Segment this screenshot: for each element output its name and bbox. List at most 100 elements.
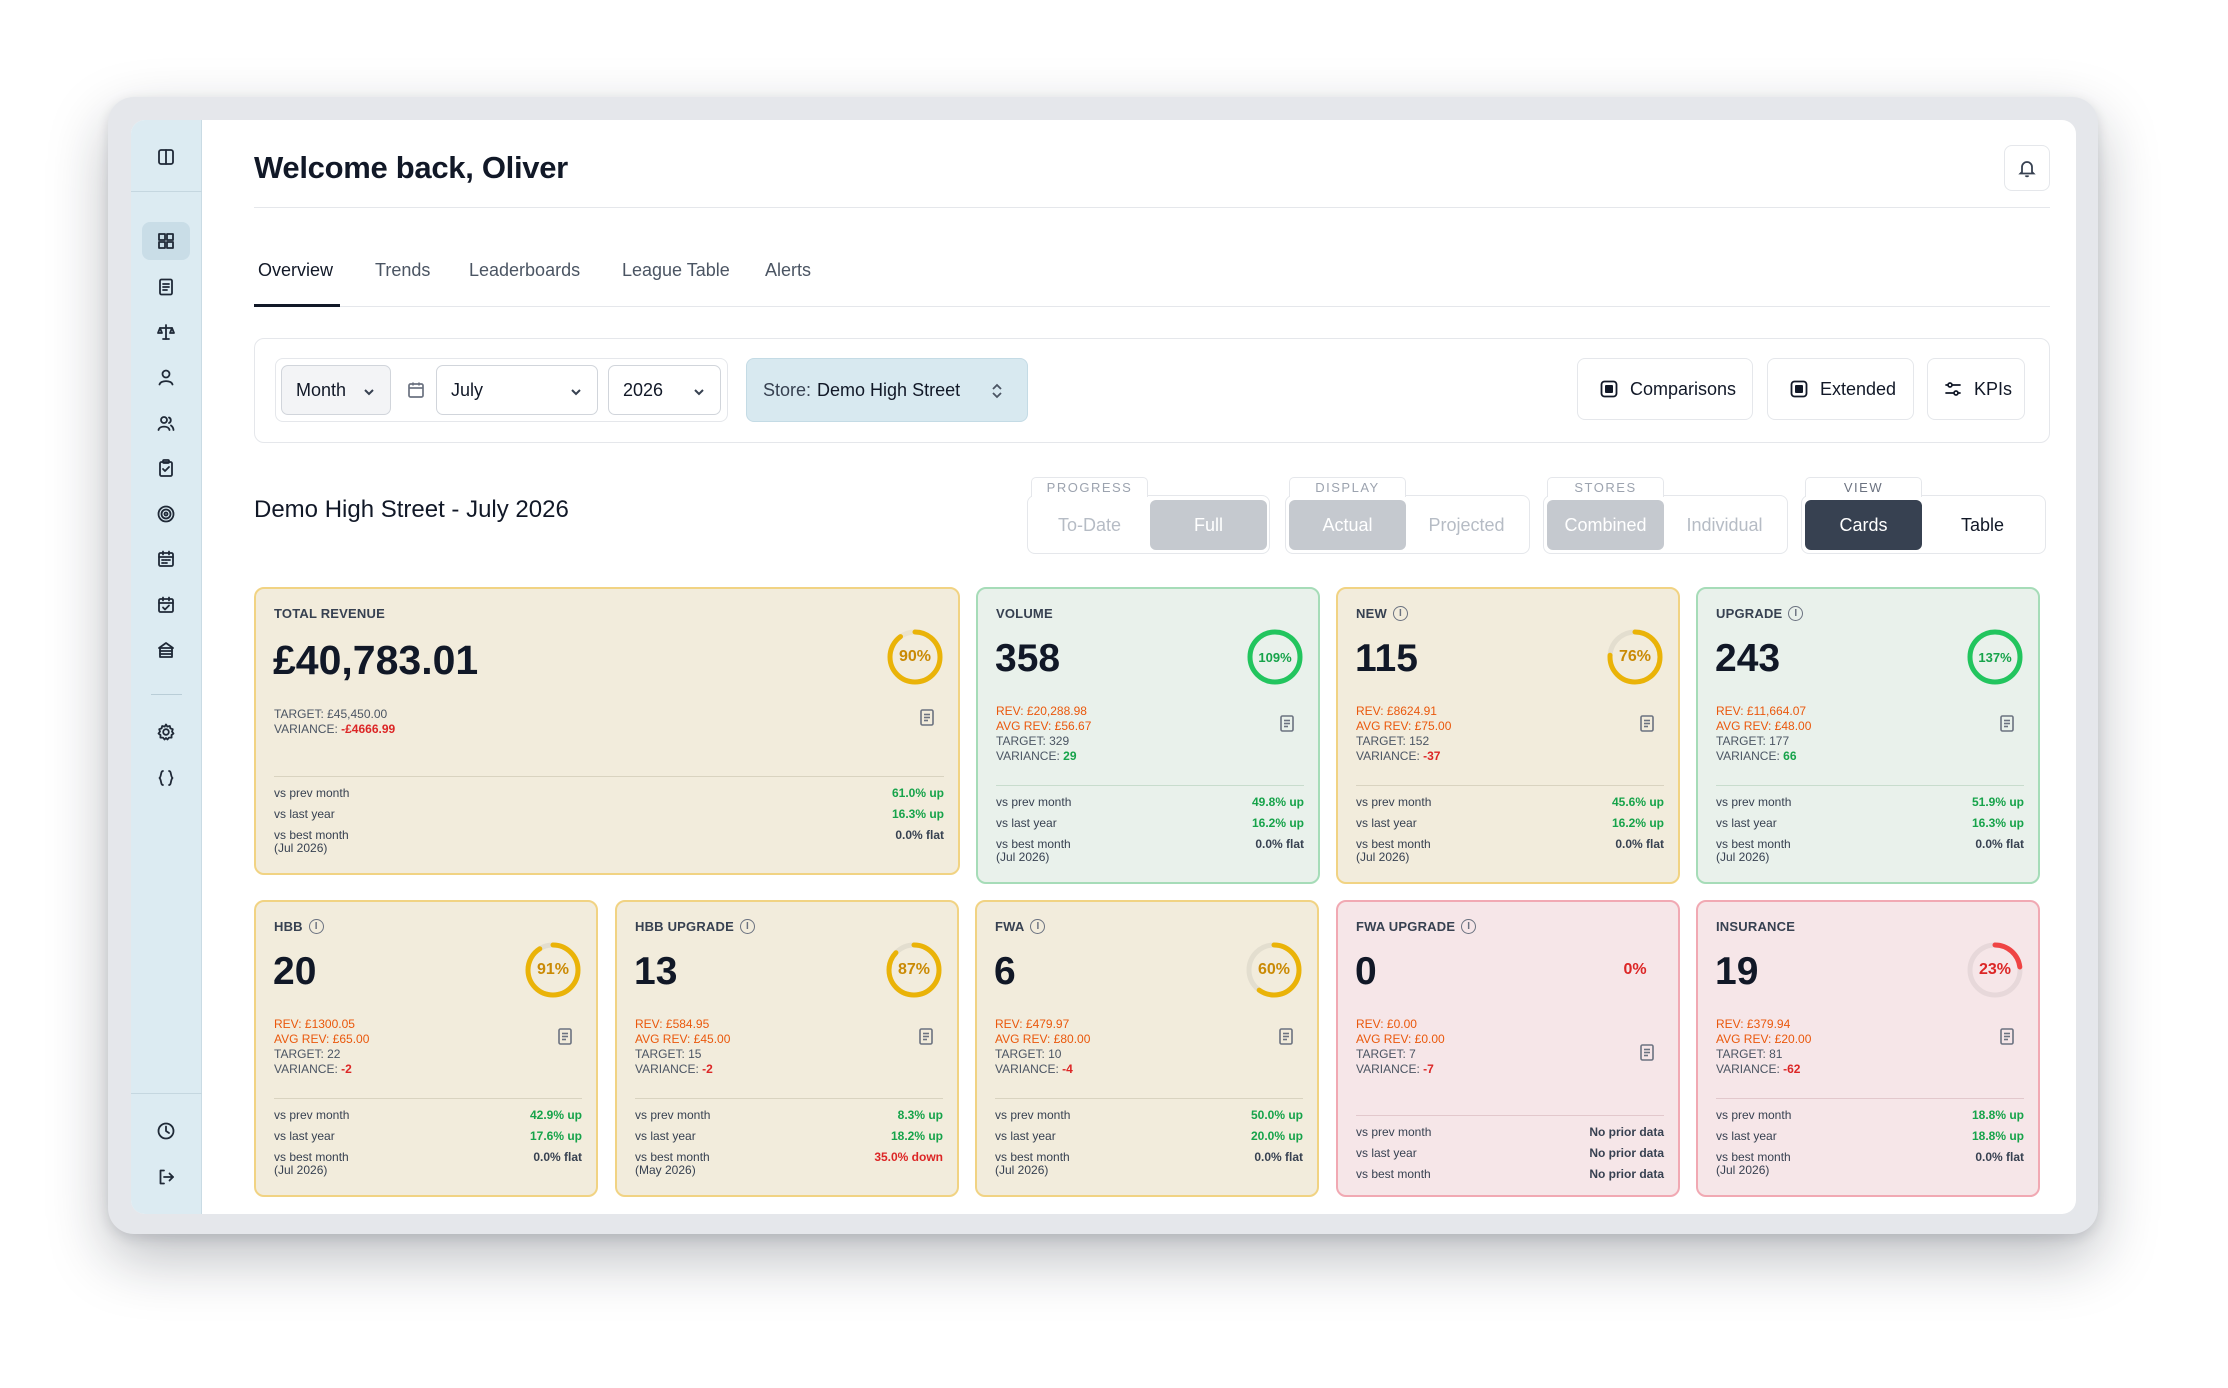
sliders-icon	[1945, 382, 1961, 396]
card-title: FWA UPGRADE i	[1356, 919, 1477, 934]
comparison-value: 16.2% up	[1611, 816, 1664, 830]
comparison-row: vs best month 0.0% flat	[274, 825, 944, 846]
calendar-check-icon[interactable]	[142, 586, 190, 624]
progress-ring: 137%	[1966, 628, 2024, 686]
avg-revenue-text: AVG REV: £45.00	[635, 1032, 731, 1046]
store-select[interactable]: Store: Demo High Street	[746, 358, 1028, 422]
kpi-card-hbb[interactable]: HBB i 20 91% REV: £1300.05 AVG REV: £65.…	[254, 900, 598, 1197]
comparison-label: vs last year	[1356, 816, 1417, 830]
card-divider	[1716, 1098, 2024, 1099]
variance-value: 29	[1063, 749, 1077, 763]
comparison-label: vs prev month	[995, 1108, 1071, 1122]
details-doc-icon[interactable]	[919, 1028, 933, 1045]
users-icon[interactable]	[142, 404, 190, 442]
year-select[interactable]: 2026	[608, 365, 721, 415]
chevron-up-down-icon	[989, 381, 1005, 401]
tab-leaderboards[interactable]: Leaderboards	[469, 260, 581, 280]
details-doc-icon[interactable]	[1640, 715, 1654, 732]
history-icon[interactable]	[142, 1112, 190, 1150]
variance-label: VARIANCE:	[635, 1062, 699, 1076]
card-divider	[1356, 1115, 1664, 1116]
variance-value: -62	[1783, 1062, 1801, 1076]
tab-league-table[interactable]: League Table	[622, 260, 730, 280]
info-icon[interactable]: i	[739, 919, 755, 934]
target-icon[interactable]	[142, 495, 190, 533]
kpi-card-total-revenue[interactable]: TOTAL REVENUE £40,783.01 90% TARGET: £45…	[254, 587, 960, 875]
store-icon[interactable]	[142, 631, 190, 669]
dashboard-icon[interactable]	[142, 222, 190, 260]
stores-option-individual[interactable]: Individual	[1686, 514, 1763, 535]
details-doc-icon[interactable]	[1640, 1044, 1654, 1061]
code-braces-icon[interactable]	[142, 759, 190, 797]
kpi-card-hbb-upgrade[interactable]: HBB UPGRADE i 13 87% REV: £584.95 AVG RE…	[615, 900, 959, 1197]
variance-label: VARIANCE:	[274, 1062, 338, 1076]
kpis-button[interactable]: KPIs	[1927, 358, 2025, 420]
calendar-icon[interactable]	[142, 540, 190, 578]
details-doc-icon[interactable]	[2000, 715, 2014, 732]
card-divider	[1716, 785, 2024, 786]
comparison-value: 20.0% up	[1250, 1129, 1303, 1143]
variance-row: VARIANCE: -37	[1356, 749, 1451, 764]
kpi-card-new[interactable]: NEW i 115 76% REV: £8624.91 AVG REV: £75…	[1336, 587, 1680, 884]
info-icon[interactable]: i	[1461, 919, 1477, 934]
notifications-button[interactable]	[2004, 145, 2050, 191]
card-metrics: REV: £20,288.98 AVG REV: £56.67 TARGET: …	[996, 704, 1091, 764]
details-doc-icon[interactable]	[1280, 715, 1294, 732]
variance-row: VARIANCE: -£4666.99	[274, 722, 395, 737]
tab-trends[interactable]: Trends	[375, 260, 431, 280]
clipboard-check-icon[interactable]	[142, 449, 190, 487]
kpi-card-fwa[interactable]: FWA i 6 60% REV: £479.97 AVG REV: £80.00…	[975, 900, 1319, 1197]
extended-toggle-button[interactable]: Extended	[1767, 358, 1914, 420]
info-icon[interactable]: i	[308, 919, 324, 934]
report-icon[interactable]	[142, 268, 190, 306]
target-text: TARGET: 81	[1716, 1047, 1783, 1061]
revenue-text: REV: £479.97	[995, 1017, 1070, 1031]
chevron-down-icon	[692, 383, 706, 397]
tab-alerts[interactable]: Alerts	[765, 260, 812, 280]
details-doc-icon[interactable]	[920, 709, 934, 726]
info-icon[interactable]: i	[1030, 919, 1046, 934]
view-option-table[interactable]: Table	[1960, 514, 2005, 535]
comparison-row: vs last year 16.3% up	[1716, 813, 2024, 834]
comparisons-toggle-button[interactable]: Comparisons	[1577, 358, 1753, 420]
tab-overview[interactable]: Overview	[254, 260, 340, 307]
comparison-sub: (Jul 2026)	[996, 850, 1050, 864]
year-select-value: 2026	[623, 379, 664, 400]
card-comparisons: vs prev month 45.6% up vs last year 16.2% …	[1356, 792, 1664, 864]
kpi-card-upgrade[interactable]: UPGRADE i 243 137% REV: £11,664.07 AVG R…	[1696, 587, 2040, 884]
gear-icon[interactable]	[142, 713, 190, 751]
logout-icon[interactable]	[142, 1158, 190, 1196]
card-value: 13	[634, 950, 678, 993]
details-doc-icon[interactable]	[1279, 1028, 1293, 1045]
stores-option-combined[interactable]: Combined	[1547, 500, 1664, 550]
comparison-label: vs prev month	[274, 786, 350, 800]
card-metrics: REV: £479.97 AVG REV: £80.00 TARGET: 10 …	[995, 1017, 1090, 1077]
kpi-card-insurance[interactable]: INSURANCE 19 23% REV: £379.94 AVG REV: £…	[1696, 900, 2040, 1197]
toggle-sidebar-icon[interactable]	[142, 138, 190, 176]
card-divider	[635, 1098, 943, 1099]
view-option-cards[interactable]: Cards	[1805, 500, 1922, 550]
variance-label: VARIANCE:	[996, 749, 1060, 763]
progress-option-to-date[interactable]: To-Date	[1057, 514, 1122, 535]
month-select[interactable]: July	[436, 365, 598, 415]
period-select[interactable]: Month	[281, 365, 391, 415]
variance-row: VARIANCE: 66	[1716, 749, 1811, 764]
comparison-label: vs prev month	[274, 1108, 350, 1122]
info-icon[interactable]: i	[1392, 606, 1408, 621]
progress-option-full[interactable]: Full	[1150, 500, 1267, 550]
details-doc-icon[interactable]	[2000, 1028, 2014, 1045]
variance-row: VARIANCE: -7	[1356, 1062, 1445, 1077]
target-text: TARGET: 22	[274, 1047, 341, 1061]
kpi-card-fwa-upgrade[interactable]: FWA UPGRADE i 0 0% REV: £0.00 AVG REV: £…	[1336, 900, 1680, 1197]
user-icon[interactable]	[142, 358, 190, 396]
details-doc-icon[interactable]	[558, 1028, 572, 1045]
display-option-actual[interactable]: Actual	[1289, 500, 1406, 550]
kpi-card-volume[interactable]: VOLUME 358 109% REV: £20,288.98 AVG REV:…	[976, 587, 1320, 884]
info-icon[interactable]: i	[1788, 606, 1804, 621]
comparison-row: vs last year 18.2% up	[635, 1126, 943, 1147]
comparison-row: vs best month 0.0% flat	[1716, 1147, 2024, 1168]
scales-icon[interactable]	[142, 313, 190, 351]
card-value: 0	[1355, 950, 1377, 993]
display-option-projected[interactable]: Projected	[1428, 514, 1505, 535]
card-divider	[995, 1098, 1303, 1099]
